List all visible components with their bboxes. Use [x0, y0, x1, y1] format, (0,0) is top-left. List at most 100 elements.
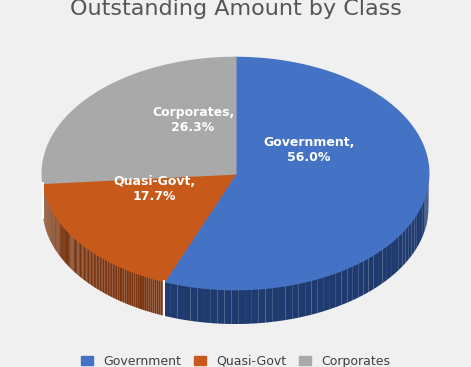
Polygon shape: [266, 287, 272, 323]
Polygon shape: [211, 288, 218, 324]
Polygon shape: [128, 270, 130, 305]
Polygon shape: [134, 272, 135, 307]
Polygon shape: [279, 285, 285, 321]
Polygon shape: [197, 287, 204, 323]
Polygon shape: [151, 277, 153, 313]
Text: Corporates,
26.3%: Corporates, 26.3%: [152, 106, 234, 134]
Polygon shape: [92, 251, 94, 287]
Polygon shape: [69, 232, 70, 268]
Polygon shape: [178, 284, 184, 320]
Polygon shape: [368, 255, 374, 292]
Polygon shape: [87, 247, 88, 283]
Polygon shape: [104, 258, 106, 294]
Polygon shape: [156, 279, 158, 315]
Polygon shape: [114, 264, 116, 299]
Polygon shape: [43, 174, 236, 281]
Polygon shape: [106, 259, 107, 295]
Polygon shape: [51, 208, 52, 244]
Polygon shape: [80, 242, 81, 278]
Polygon shape: [56, 216, 57, 252]
Polygon shape: [162, 281, 164, 316]
Polygon shape: [132, 271, 134, 306]
Polygon shape: [402, 228, 406, 266]
Polygon shape: [139, 274, 141, 309]
Polygon shape: [353, 263, 358, 300]
Polygon shape: [55, 215, 56, 251]
Polygon shape: [245, 289, 252, 324]
Polygon shape: [75, 238, 76, 273]
Title: Outstanding Amount by Class: Outstanding Amount by Class: [70, 0, 401, 19]
Polygon shape: [76, 239, 77, 275]
Polygon shape: [147, 276, 149, 312]
Polygon shape: [145, 276, 147, 311]
Polygon shape: [204, 288, 211, 323]
Polygon shape: [130, 270, 132, 306]
Polygon shape: [62, 224, 63, 260]
Polygon shape: [57, 218, 58, 254]
Polygon shape: [95, 253, 97, 288]
Polygon shape: [426, 189, 427, 228]
Polygon shape: [184, 285, 191, 321]
Polygon shape: [406, 224, 409, 263]
Polygon shape: [423, 197, 424, 236]
Polygon shape: [161, 280, 162, 315]
Polygon shape: [119, 266, 121, 301]
Polygon shape: [70, 233, 72, 269]
Polygon shape: [126, 269, 128, 304]
Polygon shape: [98, 255, 100, 290]
Legend: Government, Quasi-Govt, Corporates: Government, Quasi-Govt, Corporates: [76, 350, 395, 367]
Polygon shape: [382, 245, 387, 283]
Polygon shape: [89, 249, 91, 285]
Polygon shape: [318, 276, 324, 313]
Polygon shape: [50, 206, 51, 242]
Polygon shape: [259, 288, 266, 323]
Polygon shape: [238, 289, 245, 324]
Polygon shape: [49, 203, 50, 239]
Polygon shape: [358, 260, 364, 298]
Polygon shape: [424, 193, 426, 232]
Polygon shape: [107, 260, 109, 296]
Polygon shape: [73, 237, 75, 272]
Polygon shape: [141, 275, 143, 310]
Polygon shape: [336, 270, 341, 307]
Polygon shape: [391, 239, 395, 277]
Polygon shape: [409, 221, 412, 259]
Polygon shape: [91, 250, 92, 286]
Polygon shape: [419, 205, 421, 244]
Polygon shape: [124, 268, 126, 304]
Polygon shape: [330, 272, 336, 309]
Polygon shape: [123, 268, 124, 303]
Polygon shape: [252, 288, 259, 324]
Polygon shape: [85, 246, 87, 282]
Polygon shape: [387, 242, 391, 280]
Polygon shape: [65, 228, 66, 264]
Polygon shape: [412, 217, 414, 255]
Polygon shape: [77, 240, 79, 276]
Polygon shape: [60, 222, 61, 258]
Polygon shape: [59, 221, 60, 257]
Polygon shape: [399, 232, 402, 270]
Polygon shape: [153, 278, 154, 313]
Polygon shape: [61, 223, 62, 259]
Polygon shape: [100, 256, 101, 291]
Polygon shape: [97, 254, 98, 290]
Polygon shape: [191, 286, 197, 322]
Polygon shape: [225, 289, 231, 324]
Polygon shape: [417, 209, 419, 248]
Polygon shape: [164, 281, 171, 317]
Polygon shape: [66, 229, 67, 265]
Polygon shape: [164, 58, 429, 289]
Polygon shape: [63, 225, 64, 261]
Polygon shape: [88, 248, 89, 284]
Polygon shape: [341, 268, 347, 305]
Polygon shape: [305, 280, 311, 316]
Text: Government,
56.0%: Government, 56.0%: [263, 137, 355, 164]
Polygon shape: [116, 264, 118, 300]
Text: Quasi-Govt,
17.7%: Quasi-Govt, 17.7%: [114, 175, 195, 203]
Polygon shape: [421, 201, 423, 240]
Polygon shape: [111, 262, 113, 297]
Polygon shape: [272, 286, 279, 322]
Polygon shape: [64, 226, 65, 262]
Polygon shape: [414, 213, 417, 252]
Polygon shape: [231, 289, 238, 324]
